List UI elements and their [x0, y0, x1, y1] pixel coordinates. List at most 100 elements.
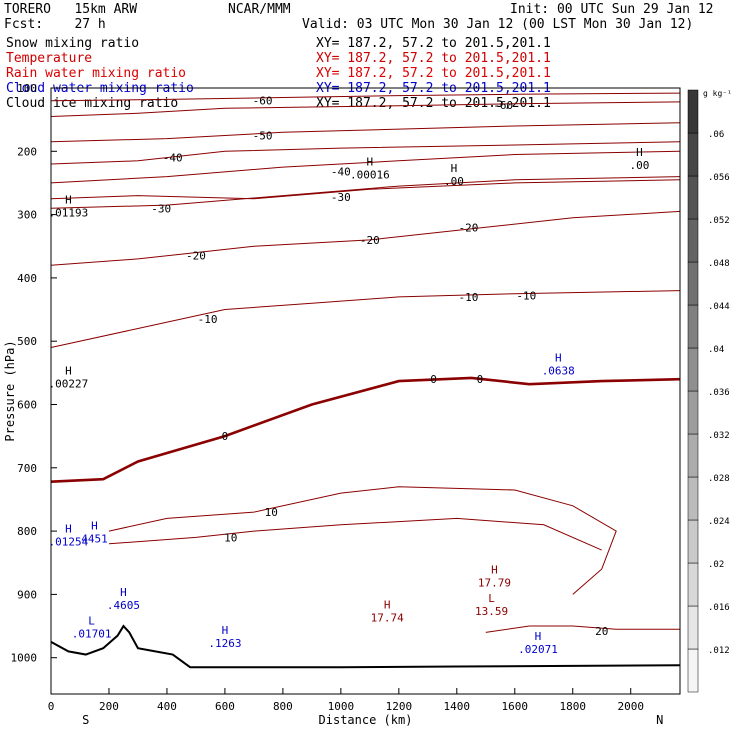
scale-tick-label: .044: [708, 302, 730, 312]
temperature-contour: [50, 290, 681, 348]
x-tick-label: 0: [48, 700, 55, 713]
extremum-marker: L: [488, 592, 495, 605]
x-tick-label: 1400: [444, 700, 471, 713]
extremum-value: .01701: [72, 627, 112, 640]
scale-tick-label: .024: [708, 517, 730, 527]
extremum-value: .00: [629, 159, 649, 172]
extremum-marker: H: [91, 519, 98, 532]
temperature-contour: [50, 92, 681, 102]
x-tick-label: 2000: [617, 700, 644, 713]
x-tick-label: 1000: [328, 700, 355, 713]
contour-label: -60: [493, 99, 513, 112]
scale-swatch: [687, 519, 699, 564]
y-tick-label: 500: [17, 335, 37, 348]
scale-swatch: [687, 476, 699, 521]
contour-label: 0: [477, 373, 484, 386]
contour-label: -50: [253, 129, 273, 142]
scale-swatch: [687, 261, 699, 306]
scale-tick-label: .048: [708, 259, 730, 269]
contour-label: -20: [360, 234, 380, 247]
extremum-value: 13.59: [475, 605, 508, 618]
temperature-contour: [50, 176, 681, 209]
y-tick-label: 600: [17, 399, 37, 412]
contour-label: 0: [222, 430, 229, 443]
scale-swatch: [687, 218, 699, 263]
model-title: TORERO 15km ARW: [4, 2, 138, 17]
scale-swatch: [687, 304, 699, 349]
contour-label: 0: [430, 373, 437, 386]
north-marker: N: [656, 713, 663, 727]
extremum-value: 17.74: [371, 612, 404, 625]
x-axis-label: Distance (km): [319, 713, 413, 727]
extremum-value: .4605: [107, 599, 140, 612]
extremum-value: .00227: [49, 377, 89, 390]
extremum-marker: L: [88, 614, 95, 627]
y-tick-label: 100: [17, 82, 37, 95]
extremum-value: .01254: [49, 536, 89, 549]
y-tick-label: 300: [17, 209, 37, 222]
init-time: Init: 00 UTC Sun 29 Jan 12: [510, 2, 714, 17]
y-tick-label: 1000: [11, 652, 38, 665]
contour-label: 20: [595, 625, 608, 638]
scale-tick-label: .04: [708, 345, 724, 355]
temperature-contour: [50, 101, 681, 117]
temperature-contour: [50, 210, 681, 266]
field-xy-range: XY= 187.2, 57.2 to 201.5,201.1: [316, 66, 551, 81]
field-xy-range: XY= 187.2, 57.2 to 201.5,201.1: [316, 36, 551, 51]
scale-tick-label: .028: [708, 474, 730, 484]
contour-labels: -60 -60 -50 -40 -40 -30 -30 -20 -20 -20 -10 -10 -10 0…: [151, 95, 608, 638]
scale-tick-label: .012: [708, 646, 730, 656]
extremum-marker: H: [636, 146, 643, 159]
scale-tick-label: .032: [708, 431, 730, 441]
y-tick-label: 200: [17, 145, 37, 158]
extremum-value: 17.79: [478, 577, 511, 590]
temperature-contour: [485, 625, 680, 633]
extrema-labels: H.00016H.00H.00H.01193H.00227H.0638H.012…: [49, 146, 650, 656]
x-axis: 0 200 400 600 800 1000 1200 1400 1600 1800 2000 Dis…: [48, 688, 663, 727]
y-tick-label: 700: [17, 462, 37, 475]
scale-tick-label: .06: [708, 130, 724, 140]
extremum-marker: H: [65, 193, 72, 206]
x-tick-label: 1800: [560, 700, 587, 713]
x-tick-label: 1600: [502, 700, 529, 713]
scale-tick-label: .016: [708, 603, 730, 613]
y-tick-label: 400: [17, 272, 37, 285]
extremum-value: 4451: [81, 532, 108, 545]
y-tick-label: 800: [17, 525, 37, 538]
contour-label: -40: [331, 166, 351, 179]
x-tick-label: 600: [215, 700, 235, 713]
temperature-contour: [50, 141, 681, 165]
center-title: NCAR/MMM: [228, 2, 291, 17]
x-tick-label: 800: [273, 700, 293, 713]
color-scale: .012 .016 .02 .024 .028 .032 .036 .04 .044 .048 .0…: [687, 89, 732, 693]
extremum-value: .01193: [49, 206, 89, 219]
temperature-contour: [50, 179, 681, 200]
scale-swatch: [687, 390, 699, 435]
x-tick-label: 400: [157, 700, 177, 713]
extremum-marker: H: [65, 523, 72, 536]
extremum-value: .02071: [518, 643, 558, 656]
scale-swatch: [687, 175, 699, 220]
y-tick-label: 900: [17, 588, 37, 601]
scale-swatch: [687, 648, 699, 693]
contour-label: -20: [458, 221, 478, 234]
temperature-contour: [108, 517, 602, 551]
extremum-value: .00: [444, 175, 464, 188]
contour-label: -10: [198, 313, 218, 326]
temperature-contour: [50, 150, 681, 184]
field-label: Snow mixing ratio: [6, 36, 140, 51]
terrain: [50, 624, 681, 669]
contour-label: 10: [265, 506, 278, 519]
contour-label: 10: [224, 531, 237, 544]
terrain-line: [50, 624, 681, 669]
temperature-contour: [50, 376, 681, 483]
x-tick-label: 200: [99, 700, 119, 713]
plot-frame: [50, 87, 681, 695]
contour-label: -40: [163, 152, 183, 165]
scale-swatch: [687, 132, 699, 177]
contour-label: -30: [331, 191, 351, 204]
scale-swatch: [687, 433, 699, 478]
scale-swatch: [687, 89, 699, 134]
x-tick-label: 1200: [386, 700, 413, 713]
